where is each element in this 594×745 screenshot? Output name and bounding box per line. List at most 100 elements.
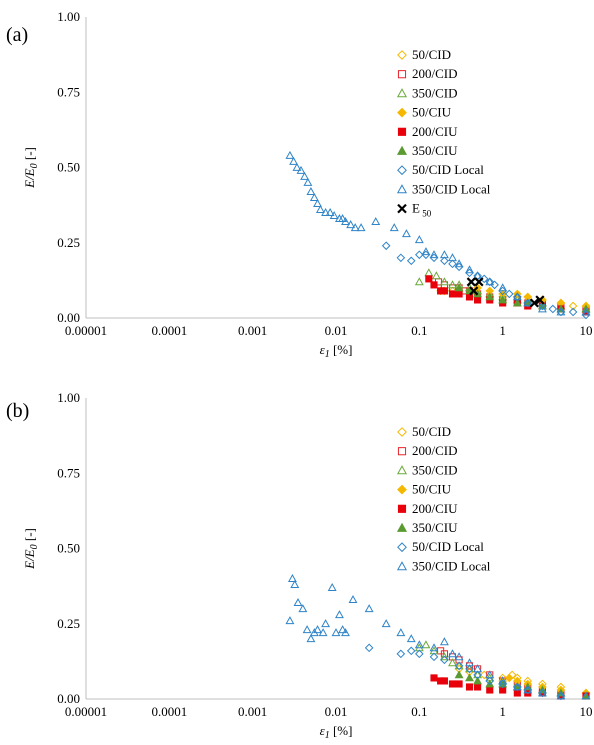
data-point xyxy=(513,292,522,302)
data-point xyxy=(364,643,374,653)
data-point xyxy=(421,247,431,256)
y-tick-label: 0.25 xyxy=(57,616,80,631)
data-point xyxy=(296,165,306,174)
data-point xyxy=(341,217,350,226)
data-point xyxy=(321,619,331,628)
data-point xyxy=(535,295,545,305)
data-point xyxy=(473,676,483,685)
data-point xyxy=(454,262,464,272)
data-point xyxy=(371,217,381,226)
data-point xyxy=(498,283,508,292)
data-point xyxy=(346,220,356,229)
data-point xyxy=(334,610,344,619)
y-axis-label: E/E0 [-] xyxy=(22,528,40,570)
legend-label: 200/CID xyxy=(412,443,458,458)
x-tick-label: 1 xyxy=(499,704,506,719)
data-point xyxy=(490,280,499,290)
legend-marker xyxy=(397,484,407,495)
legend-marker xyxy=(396,522,408,532)
legend-label: 50/CIU xyxy=(412,105,452,120)
legend-label: 50/CID Local xyxy=(412,539,484,554)
panel-label: (a) xyxy=(6,24,29,46)
data-point xyxy=(440,677,448,685)
data-point xyxy=(331,628,341,637)
data-point xyxy=(381,241,391,251)
data-point xyxy=(523,298,533,307)
series-50-cid-local xyxy=(381,241,591,320)
data-point xyxy=(556,307,566,317)
data-point xyxy=(455,680,463,688)
data-point xyxy=(485,679,495,688)
data-point xyxy=(556,691,566,701)
data-point xyxy=(529,298,539,308)
data-point xyxy=(465,268,474,278)
data-point xyxy=(498,679,507,689)
legend-label: 350/CIU xyxy=(412,143,458,158)
data-point xyxy=(309,192,319,201)
data-point xyxy=(473,664,483,673)
data-point xyxy=(414,277,424,286)
data-point xyxy=(465,664,474,674)
data-point xyxy=(523,685,533,695)
legend-label: 50/CID xyxy=(412,424,451,439)
data-point xyxy=(421,640,431,649)
legend-marker xyxy=(396,145,408,155)
x-tick-label: 0.00001 xyxy=(65,323,107,338)
data-point xyxy=(389,223,399,232)
data-point xyxy=(289,156,299,165)
data-point xyxy=(454,670,464,679)
data-point xyxy=(285,616,295,625)
y-tick-label: 0.75 xyxy=(57,465,80,480)
legend-marker xyxy=(396,88,408,98)
data-point xyxy=(429,643,439,652)
data-point xyxy=(504,289,514,299)
data-point xyxy=(465,683,474,691)
data-point xyxy=(313,625,322,634)
legend-marker xyxy=(396,561,408,571)
data-point xyxy=(485,676,495,686)
data-point xyxy=(290,579,300,588)
legend-label: 200/CIU xyxy=(412,501,458,516)
data-point xyxy=(406,634,416,643)
x-tick-label: 0.1 xyxy=(411,323,427,338)
data-point xyxy=(498,286,507,296)
x-tick-label: 10 xyxy=(580,323,593,338)
data-point xyxy=(421,250,431,260)
y-tick-label: 0.50 xyxy=(57,160,80,175)
legend-label: 200/CIU xyxy=(412,124,458,139)
data-point xyxy=(581,307,591,316)
data-point xyxy=(396,649,406,659)
data-point xyxy=(440,287,448,295)
y-tick-label: 0.00 xyxy=(57,691,80,706)
data-point xyxy=(538,301,547,311)
legend-marker xyxy=(397,504,407,513)
data-point xyxy=(504,673,514,683)
data-point xyxy=(454,661,464,671)
data-point xyxy=(356,223,366,232)
data-point xyxy=(498,295,508,304)
data-point xyxy=(292,162,302,171)
data-point xyxy=(448,290,457,298)
legend-marker xyxy=(397,542,407,553)
legend-marker xyxy=(397,203,407,214)
data-point xyxy=(556,307,566,316)
y-tick-label: 1.00 xyxy=(57,9,80,24)
data-point xyxy=(537,304,547,313)
data-point xyxy=(581,691,591,700)
data-point xyxy=(338,214,348,223)
legend-label: 50/CIU xyxy=(412,482,452,497)
data-point xyxy=(465,658,474,667)
x-tick-label: 0.00001 xyxy=(65,704,107,719)
data-point xyxy=(348,595,358,604)
data-point xyxy=(306,186,316,195)
data-point xyxy=(512,292,522,301)
data-point xyxy=(327,583,337,592)
data-point xyxy=(406,256,416,266)
legend-marker xyxy=(397,107,407,118)
data-point xyxy=(556,691,566,700)
legend-label: 350/CID xyxy=(412,85,458,100)
legend-label: 350/CID xyxy=(412,462,458,477)
data-point xyxy=(465,664,474,673)
x-tick-label: 0.001 xyxy=(238,323,267,338)
data-point xyxy=(287,573,297,582)
